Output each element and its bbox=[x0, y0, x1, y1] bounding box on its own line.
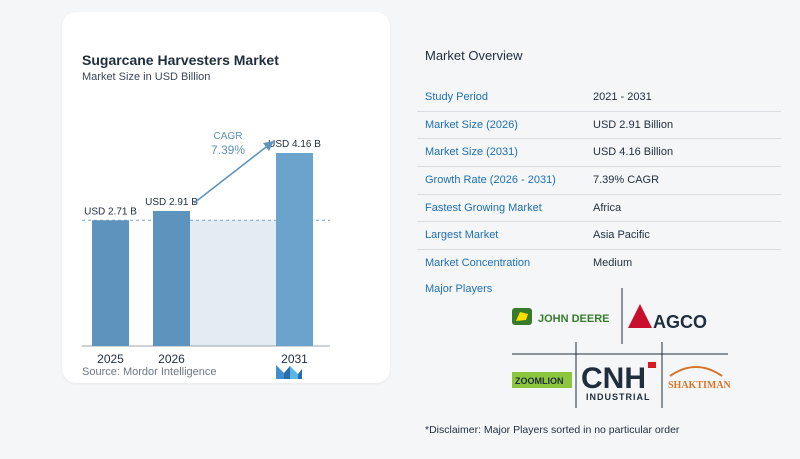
john-deere-logo-icon: JOHN DEERE bbox=[512, 308, 610, 325]
industrial-logo-text: INDUSTRIAL bbox=[586, 392, 651, 402]
overview-row: Growth Rate (2026 - 2031) 7.39% CAGR bbox=[417, 167, 781, 195]
overview-row: Market Size (2026) USD 2.91 Billion bbox=[417, 112, 781, 140]
overview-row-value: Africa bbox=[593, 201, 622, 214]
mordor-logo-icon bbox=[276, 365, 302, 379]
cagr-value: 7.39% bbox=[211, 143, 245, 157]
chart-title: Sugarcane Harvesters Market bbox=[82, 52, 279, 68]
overview-row-value: Asia Pacific bbox=[593, 229, 650, 242]
overview-row-label: Largest Market bbox=[425, 229, 499, 242]
overview-row-label: Market Size (2031) bbox=[425, 146, 518, 159]
overview-row-label: Study Period bbox=[425, 91, 488, 103]
overview-row-value: 2021 - 2031 bbox=[593, 91, 652, 103]
agco-logo-icon: AGCO bbox=[628, 304, 707, 332]
bar bbox=[92, 220, 129, 346]
overview-row: Largest Market Asia Pacific bbox=[417, 222, 781, 251]
cnh-logo-text: CNH bbox=[581, 362, 646, 395]
major-players-logos: JOHN DEERE AGCO ZOOMLION CNH INDUSTRIAL … bbox=[512, 288, 730, 408]
overview-row: Study Period 2021 - 2031 bbox=[417, 84, 781, 112]
chart-card: Sugarcane Harvesters Market Market Size … bbox=[62, 12, 390, 383]
overview-table: Study Period 2021 - 2031 Market Size (2026… bbox=[417, 84, 781, 277]
overview-row-value: USD 4.16 Billion bbox=[593, 146, 674, 159]
shaktiman-logo-icon: SHAKTIMAN bbox=[668, 366, 730, 391]
overview-row: Fastest Growing Market Africa bbox=[417, 195, 781, 223]
agco-logo-text: AGCO bbox=[653, 312, 707, 332]
source-note: Source: Mordor Intelligence bbox=[82, 366, 217, 378]
overview-row-value: USD 2.91 Billion bbox=[593, 118, 674, 131]
bar bbox=[153, 210, 190, 346]
chart-subtitle: Market Size in USD Billion bbox=[82, 71, 211, 83]
disclaimer: *Disclaimer: Major Players sorted in no … bbox=[425, 424, 680, 436]
data-label: USD 4.16 B bbox=[268, 139, 321, 150]
john-deere-logo-text: JOHN DEERE bbox=[538, 313, 610, 325]
overview-row-label: Growth Rate (2026 - 2031) bbox=[425, 174, 556, 187]
overview-row-label: Market Size (2026) bbox=[425, 118, 518, 131]
overview-row-value: 7.39% CAGR bbox=[593, 174, 660, 187]
shaktiman-logo-text: SHAKTIMAN bbox=[668, 380, 730, 391]
cagr-label: CAGR bbox=[214, 131, 243, 142]
data-label: USD 2.91 B bbox=[145, 197, 198, 208]
overview-row: Market Size (2031) USD 4.16 Billion bbox=[417, 139, 781, 168]
overview-row-value: Medium bbox=[593, 257, 633, 270]
overview-row: Market Concentration Medium bbox=[417, 250, 781, 277]
cagr-arrow bbox=[193, 143, 271, 204]
cagr-arrow-head bbox=[263, 141, 274, 151]
overview-row-label: Fastest Growing Market bbox=[425, 201, 542, 214]
zoomlion-logo-text: ZOOMLION bbox=[515, 376, 564, 386]
zoomlion-logo-icon: ZOOMLION bbox=[512, 372, 572, 388]
bar-chart: USD 2.71 B 2025 USD 2.91 B 2026 USD 4.16 B 20… bbox=[82, 131, 330, 366]
projection-band bbox=[190, 220, 276, 346]
x-tick-label: 2026 bbox=[158, 352, 185, 366]
x-tick-label: 2031 bbox=[281, 352, 308, 366]
major-players-title: Major Players bbox=[425, 283, 493, 295]
overview-title: Market Overview bbox=[425, 48, 523, 63]
data-label: USD 2.71 B bbox=[84, 206, 137, 217]
overview-row-label: Market Concentration bbox=[425, 257, 531, 270]
bar bbox=[276, 153, 313, 346]
cnh-industrial-logo-icon: CNH INDUSTRIAL bbox=[581, 362, 656, 402]
x-tick-label: 2025 bbox=[97, 352, 124, 366]
